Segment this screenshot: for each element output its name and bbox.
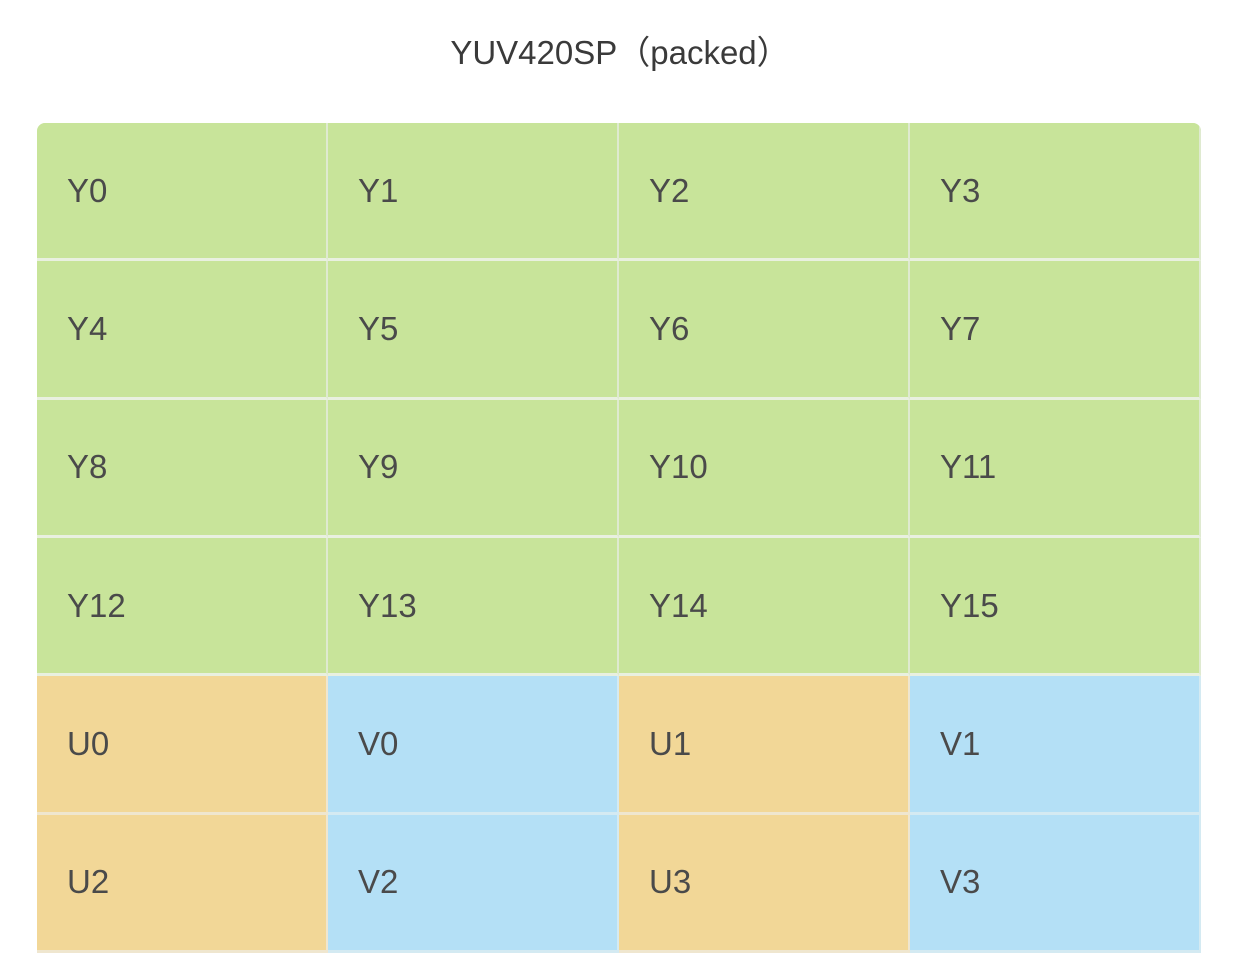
y-cell: Y10 — [619, 399, 910, 538]
memory-layout-grid: Y0 Y1 Y2 Y3 Y4 Y5 Y6 Y7 Y8 Y9 Y10 Y11 Y12 Y13 Y14 Y15 U0… — [37, 123, 1201, 953]
u-cell: U2 — [37, 814, 328, 953]
y-cell: Y11 — [910, 399, 1201, 538]
v-cell: V2 — [328, 814, 619, 953]
u-cell: U1 — [619, 676, 910, 815]
y-cell: Y6 — [619, 261, 910, 400]
y-cell: Y5 — [328, 261, 619, 400]
y-cell: Y4 — [37, 261, 328, 400]
title: YUV420SP（packed） — [450, 34, 790, 71]
v-cell: V0 — [328, 676, 619, 815]
y-cell: Y3 — [910, 123, 1201, 262]
y-cell: Y15 — [910, 537, 1201, 677]
u-cell: U3 — [619, 814, 910, 953]
y-cell: Y13 — [328, 537, 619, 677]
y-cell: Y1 — [328, 123, 619, 262]
y-cell: Y2 — [619, 123, 910, 262]
y-cell: Y0 — [37, 123, 328, 262]
v-cell: V1 — [910, 676, 1201, 815]
y-cell: Y12 — [37, 537, 328, 677]
v-cell: V3 — [910, 814, 1201, 953]
y-cell: Y7 — [910, 261, 1201, 400]
y-cell: Y8 — [37, 399, 328, 538]
y-cell: Y14 — [619, 537, 910, 677]
u-cell: U0 — [37, 676, 328, 815]
y-cell: Y9 — [328, 399, 619, 538]
